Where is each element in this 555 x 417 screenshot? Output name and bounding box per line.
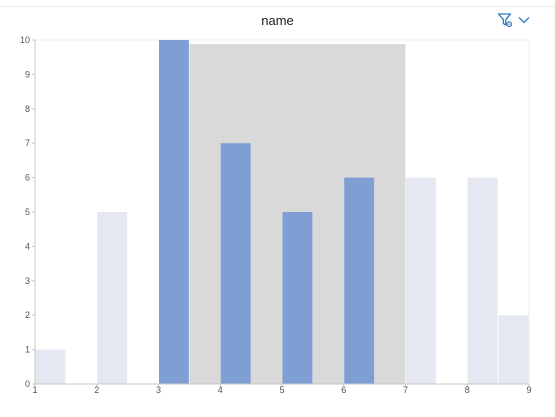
x-tick-label: 3: [156, 385, 161, 395]
y-tick-label: 2: [25, 310, 30, 320]
x-tick-label: 1: [32, 385, 37, 395]
x-tick-label: 2: [94, 385, 99, 395]
bar-1-unselected[interactable]: [35, 349, 66, 384]
filter-settings-icon[interactable]: [497, 12, 513, 28]
bar-4-selected[interactable]: [220, 143, 251, 384]
chevron-down-icon[interactable]: [517, 13, 531, 27]
y-tick-label: 8: [25, 104, 30, 114]
y-tick-label: 7: [25, 138, 30, 148]
x-tick-label: 7: [403, 385, 408, 395]
bars-layer: [35, 40, 529, 384]
y-tick-label: 5: [25, 207, 30, 217]
x-tick-label: 5: [279, 385, 284, 395]
y-tick-label: 9: [25, 69, 30, 79]
top-divider: [0, 6, 555, 7]
y-tick-label: 4: [25, 241, 30, 251]
x-tick-label: 8: [465, 385, 470, 395]
y-tick-label: 1: [25, 345, 30, 355]
y-tick-label: 3: [25, 276, 30, 286]
bar-3-selected[interactable]: [159, 40, 189, 384]
x-tick-label: 9: [526, 385, 531, 395]
y-tick-label: 10: [20, 35, 30, 45]
chart-title: name: [261, 13, 294, 28]
x-tick-label: 4: [218, 385, 223, 395]
bar-7-unselected[interactable]: [406, 177, 436, 384]
bar-5-selected[interactable]: [282, 212, 313, 384]
chart-toolbar: [497, 12, 531, 28]
y-tick-label: 6: [25, 173, 30, 183]
bar-2-unselected[interactable]: [97, 212, 128, 384]
x-tick-label: 6: [341, 385, 346, 395]
bar-8-unselected[interactable]: [467, 177, 498, 384]
bar-6-selected[interactable]: [344, 177, 375, 384]
bar-9-unselected[interactable]: [498, 315, 529, 384]
y-tick-label: 0: [25, 379, 30, 389]
